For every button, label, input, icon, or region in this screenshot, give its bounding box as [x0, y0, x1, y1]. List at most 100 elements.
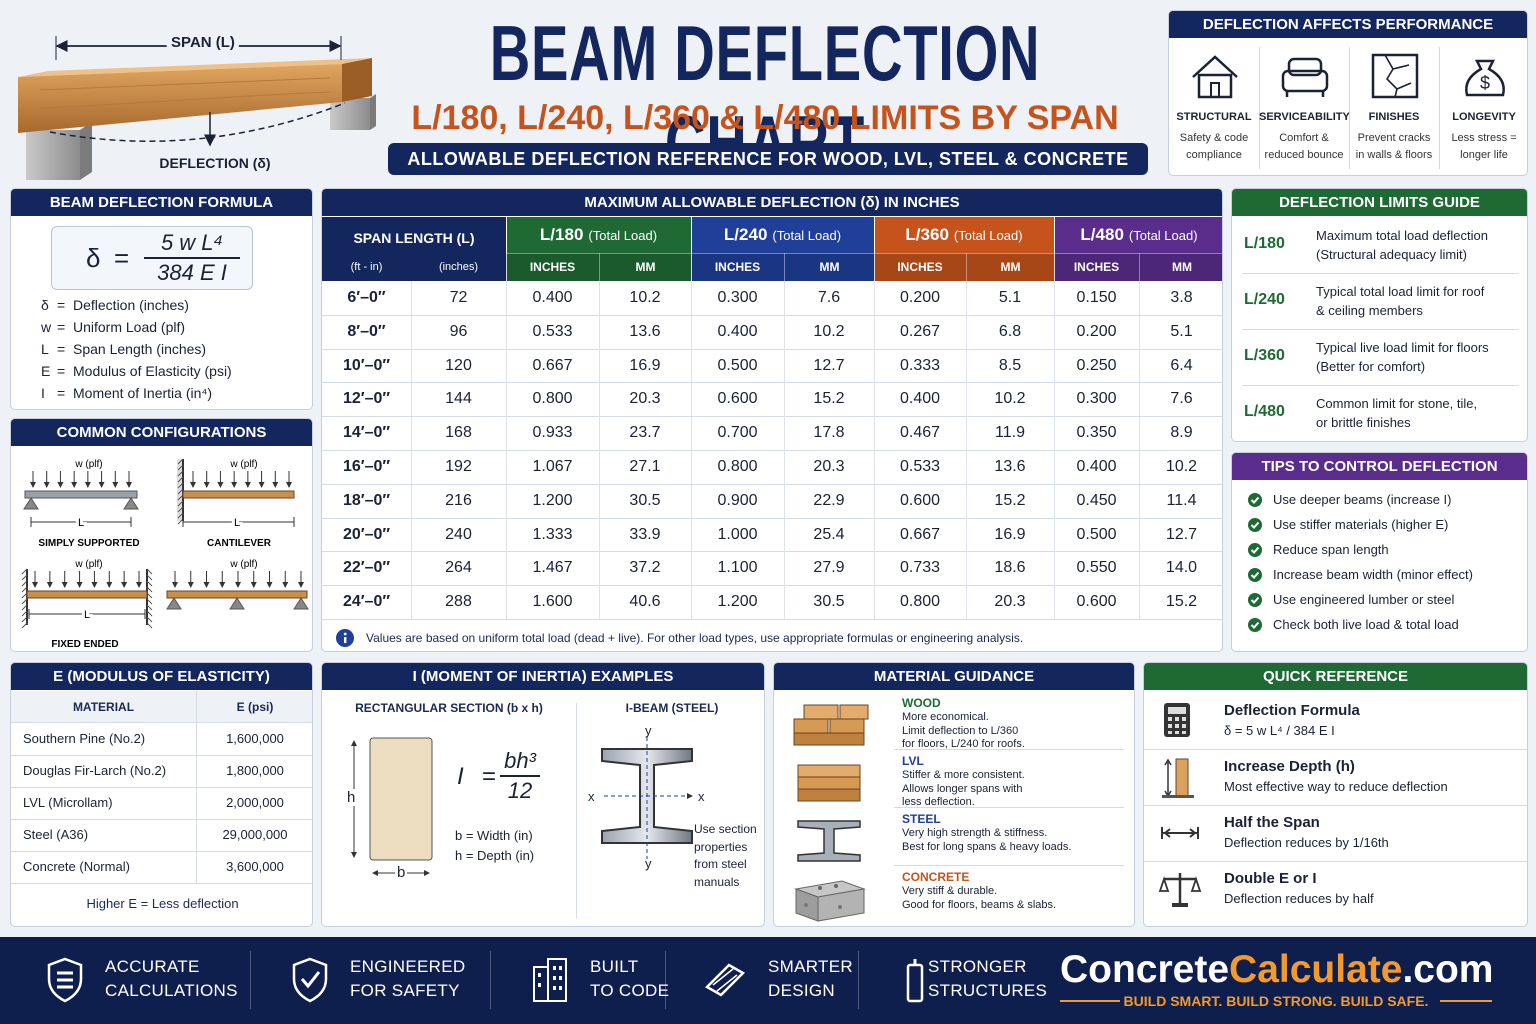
col-line	[691, 348, 692, 383]
span-cell: 120	[445, 356, 472, 374]
panel: MAXIMUM ALLOWABLE DEFLECTION (δ) IN INCH…	[321, 188, 1223, 652]
col-line	[411, 416, 412, 450]
legend-equals: =	[57, 385, 66, 401]
legend-equals: =	[57, 319, 66, 335]
unit-header: MM	[966, 253, 1054, 281]
row-line	[11, 851, 312, 852]
badge-icon	[906, 959, 924, 1003]
item-divider	[1144, 861, 1527, 862]
limit-label: L/360	[1244, 347, 1285, 364]
material-icon	[793, 704, 869, 746]
quick-text: Deflection reduces by 1/16th	[1224, 835, 1389, 850]
badge-divider	[250, 951, 251, 1009]
span-label: L	[234, 517, 240, 529]
col-line	[1139, 348, 1140, 383]
material-text: Stiffer & more consistent.	[902, 769, 1025, 781]
col-line	[1139, 551, 1140, 586]
span-cell: 240	[445, 525, 472, 543]
row-line	[322, 483, 1222, 485]
col-line	[691, 517, 692, 552]
col-line	[966, 281, 967, 315]
tip-text: Check both live load & total load	[1273, 617, 1459, 632]
performance-icon	[1192, 55, 1238, 99]
value-cell: 8.5	[998, 356, 1022, 374]
col-line	[506, 483, 507, 518]
tip-text: Increase beam width (minor effect)	[1273, 567, 1473, 582]
col-line	[1054, 416, 1055, 450]
configuration-diagrams: w (plf) w (plf) w (plf) w (plf) L L L SIMPLY SU…	[21, 458, 309, 650]
load-label: w (plf)	[74, 559, 102, 570]
limit-label: L/480	[1244, 403, 1285, 420]
value-cell: 13.6	[994, 458, 1026, 475]
panel-header: QUICK REFERENCE	[1144, 663, 1527, 690]
panel-header: COMMON CONFIGURATIONS	[11, 419, 312, 446]
performance-text: reduced bounce	[1264, 149, 1344, 161]
ibeam-note: from steel	[694, 857, 747, 871]
row-line	[11, 755, 312, 756]
tip-text: Use stiffer materials (higher E)	[1273, 517, 1449, 532]
col-line	[1139, 314, 1140, 349]
limit-desc: Maximum total load deflection	[1316, 228, 1488, 243]
limit-desc: & ceiling members	[1316, 303, 1423, 318]
value-cell: 0.800	[717, 458, 758, 475]
span-cell: 192	[445, 458, 472, 475]
badge-divider	[858, 951, 859, 1009]
modulus-value: 1,800,000	[226, 763, 284, 778]
row-line	[322, 314, 1222, 316]
badge-divider	[665, 951, 666, 1009]
tip-text: Reduce span length	[1273, 542, 1389, 557]
material-icon	[797, 764, 861, 802]
modulus-value: 29,000,000	[222, 827, 288, 842]
value-cell: 0.300	[1076, 390, 1117, 408]
panel-header: DEFLECTION LIMITS GUIDE	[1232, 189, 1527, 216]
col-line	[411, 281, 412, 315]
material-name: LVL	[902, 754, 924, 768]
col-line	[784, 483, 785, 518]
value-cell: 3.8	[1170, 289, 1193, 306]
material-text: More economical.	[902, 711, 989, 723]
limit-header-bg	[506, 217, 691, 281]
span-header: SPAN LENGTH (L)	[353, 230, 475, 246]
performance-title: SERVICEABILITY	[1259, 111, 1350, 123]
row-line	[322, 517, 1222, 519]
limit-name: L/180	[539, 225, 584, 244]
limit-header: L/180 (Total Load)	[506, 217, 691, 253]
value-cell: 0.600	[1076, 593, 1117, 611]
brand-part: .com	[1402, 948, 1494, 991]
col-line	[966, 585, 967, 619]
material-name: Steel (A36)	[23, 827, 89, 842]
value-cell: 0.733	[899, 559, 941, 577]
brand: ConcreteCalculate.com	[1060, 945, 1520, 995]
col-line	[966, 517, 967, 552]
material-text: for floors, L/240 for roofs.	[902, 738, 1025, 750]
tip-text: Use deeper beams (increase I)	[1273, 492, 1452, 507]
quick-title: Half the Span	[1224, 814, 1320, 831]
col-line	[506, 416, 507, 450]
panel: MATERIAL GUIDANCE WOOD More economical. Lim…	[773, 662, 1135, 927]
inertia-lhs: I	[457, 763, 464, 790]
check-icon	[1248, 618, 1262, 632]
limit-desc: Typical total load limit for roof	[1316, 284, 1485, 299]
beam-illustration: SPAN (L) DEFLECTION (δ)	[18, 29, 376, 180]
divider	[1349, 47, 1350, 169]
col-line	[874, 450, 875, 484]
unit-header: MM	[1139, 253, 1222, 281]
rect-title: RECTANGULAR SECTION (b x h)	[355, 701, 543, 715]
modulus-value: 2,000,000	[226, 795, 284, 810]
span-cell: 216	[445, 491, 472, 509]
item-divider	[894, 807, 1124, 808]
badge-text: ACCURATE	[105, 957, 200, 976]
col-line	[1054, 483, 1055, 518]
value-cell: 40.6	[629, 593, 661, 611]
col-line	[874, 551, 875, 586]
limit-desc: (Better for comfort)	[1316, 359, 1426, 374]
limit-desc: (Structural adequacy limit)	[1316, 247, 1467, 262]
item-divider	[1242, 385, 1519, 386]
inertia-definition: h = Depth (in)	[455, 848, 535, 863]
modulus-value: 1,600,000	[226, 731, 284, 746]
brand-part: Concrete	[1060, 948, 1230, 991]
value-cell: 0.600	[899, 491, 941, 509]
col-line	[599, 281, 600, 315]
quick-title: Double E or I	[1224, 870, 1317, 887]
span-cell: 22′–0″	[342, 559, 391, 577]
